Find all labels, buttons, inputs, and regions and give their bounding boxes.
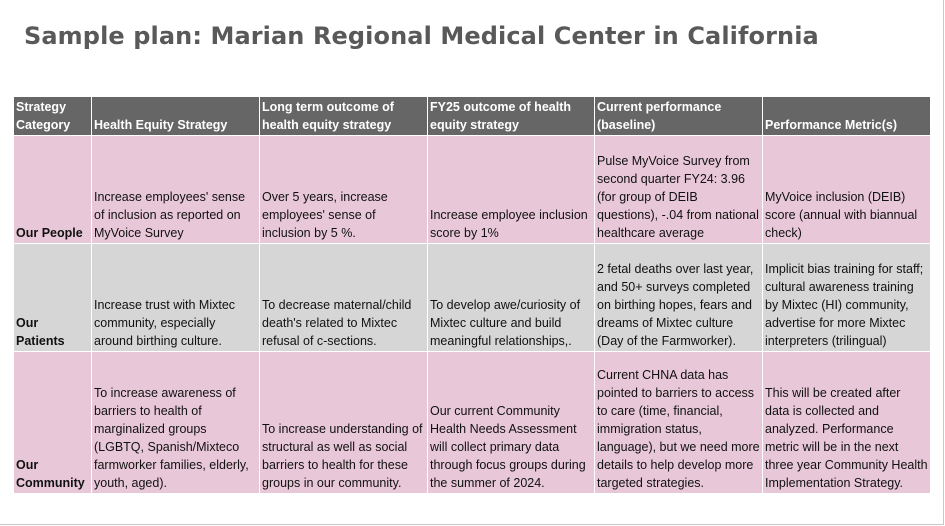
header-current-performance: Current performance (baseline) [594, 96, 763, 136]
row-long-term-outcome: To increase understanding of structural … [259, 351, 428, 494]
row-fy25-outcome: To develop awe/curiosity of Mixtec cultu… [427, 243, 595, 352]
health-equity-plan-table: Strategy Category Health Equity Strategy… [13, 96, 931, 494]
row-fy25-outcome: Increase employee inclusion score by 1% [427, 135, 595, 244]
row-fy25-outcome: Our current Community Health Needs Asses… [427, 351, 595, 494]
row-long-term-outcome: To decrease maternal/child death's relat… [259, 243, 428, 352]
header-health-equity-strategy: Health Equity Strategy [91, 96, 260, 136]
page-title: Sample plan: Marian Regional Medical Cen… [24, 22, 819, 50]
row-strategy: Increase employees' sense of inclusion a… [91, 135, 260, 244]
row-metric: Implicit bias training for staff; cultur… [762, 243, 931, 352]
row-metric: This will be created after data is colle… [762, 351, 931, 494]
row-category: Our Patients [13, 243, 92, 352]
row-baseline: 2 fetal deaths over last year, and 50+ s… [594, 243, 763, 352]
header-long-term-outcome: Long term outcome of health equity strat… [259, 96, 428, 136]
row-category: Our Community [13, 351, 92, 494]
table-header-row: Strategy Category Health Equity Strategy… [13, 96, 931, 136]
row-category: Our People [13, 135, 92, 244]
row-long-term-outcome: Over 5 years, increase employees' sense … [259, 135, 428, 244]
header-strategy-category: Strategy Category [13, 96, 92, 136]
table-row: Our People Increase employees' sense of … [13, 135, 931, 244]
table-row: Our Patients Increase trust with Mixtec … [13, 243, 931, 352]
header-fy25-outcome: FY25 outcome of health equity strategy [427, 96, 595, 136]
row-baseline: Pulse MyVoice Survey from second quarter… [594, 135, 763, 244]
row-strategy: To increase awareness of barriers to hea… [91, 351, 260, 494]
row-baseline: Current CHNA data has pointed to barrier… [594, 351, 763, 494]
header-performance-metrics: Performance Metric(s) [762, 96, 931, 136]
table-row: Our Community To increase awareness of b… [13, 351, 931, 494]
row-metric: MyVoice inclusion (DEIB) score (annual w… [762, 135, 931, 244]
row-strategy: Increase trust with Mixtec community, es… [91, 243, 260, 352]
